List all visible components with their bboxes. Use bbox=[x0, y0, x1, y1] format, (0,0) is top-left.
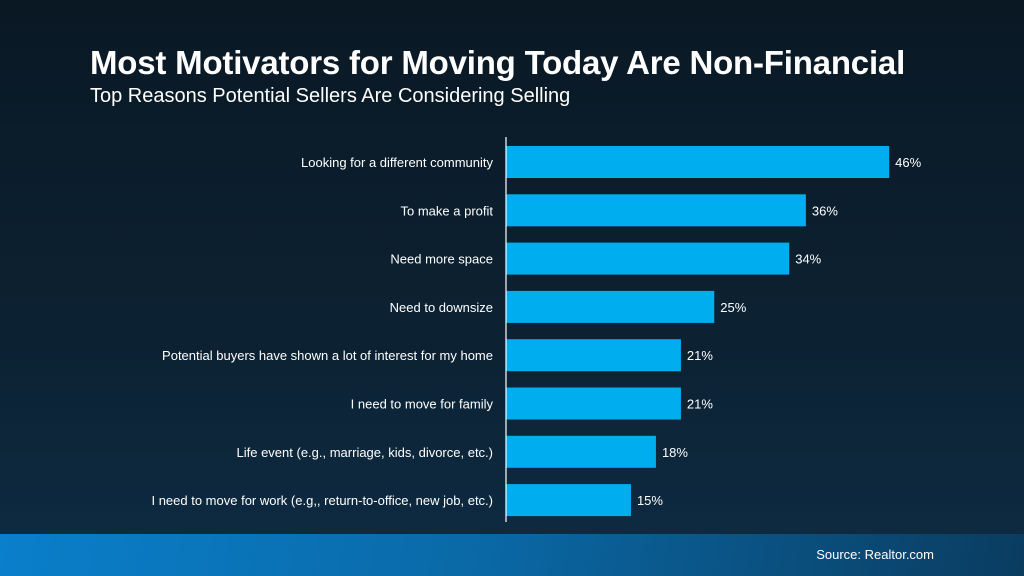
data-label: 21% bbox=[687, 397, 713, 412]
bar bbox=[506, 242, 790, 275]
bar bbox=[506, 387, 681, 420]
bar bbox=[506, 339, 681, 372]
data-label: 25% bbox=[720, 300, 746, 315]
category-label: Need to downsize bbox=[390, 300, 493, 315]
bar bbox=[506, 194, 806, 227]
chart-subtitle: Top Reasons Potential Sellers Are Consid… bbox=[90, 85, 571, 107]
bar bbox=[506, 146, 890, 178]
bar bbox=[506, 435, 656, 468]
data-label: 46% bbox=[895, 155, 921, 170]
data-label: 34% bbox=[795, 252, 821, 267]
category-label: Need more space bbox=[390, 252, 493, 267]
footer-band: Source: Realtor.com bbox=[0, 534, 1024, 576]
chart-title: Most Motivators for Moving Today Are Non… bbox=[90, 44, 906, 81]
bar-chart: Looking for a different community 46% To m… bbox=[151, 146, 921, 517]
category-label: Life event (e.g., marriage, kids, divorc… bbox=[237, 445, 494, 460]
category-label: Potential buyers have shown a lot of int… bbox=[162, 348, 493, 363]
category-label: I need to move for work (e.g,, return-to… bbox=[151, 493, 493, 508]
bar bbox=[506, 484, 631, 517]
data-label: 36% bbox=[812, 203, 838, 218]
bar bbox=[506, 290, 715, 323]
category-label: Looking for a different community bbox=[301, 155, 493, 170]
data-label: 18% bbox=[662, 445, 688, 460]
data-label: 21% bbox=[687, 348, 713, 363]
source-note: Source: Realtor.com bbox=[816, 547, 934, 562]
category-label: To make a profit bbox=[401, 203, 494, 218]
data-label: 15% bbox=[637, 493, 663, 508]
category-label: I need to move for family bbox=[351, 397, 494, 412]
